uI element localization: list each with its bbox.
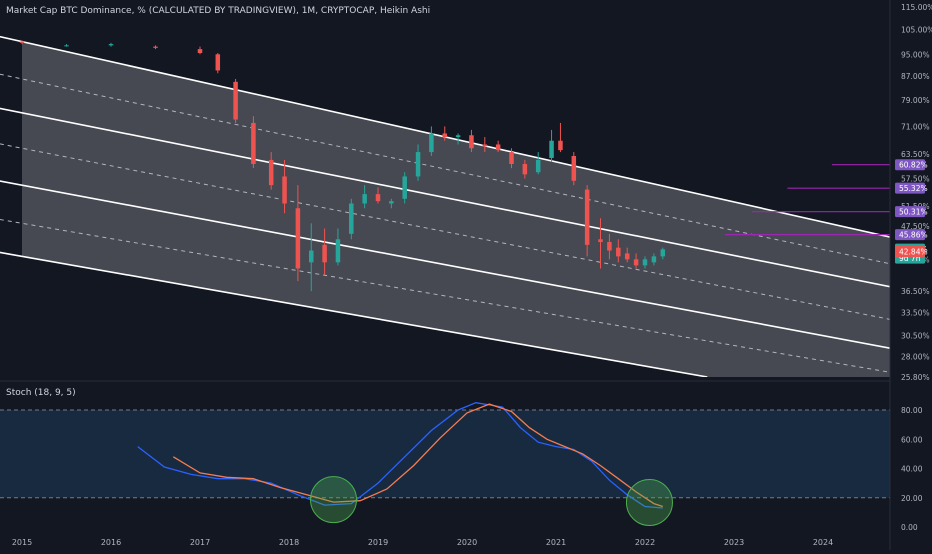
candle-body[interactable] <box>389 201 394 204</box>
highlight-circle <box>625 479 673 527</box>
channel-line-solid <box>0 180 890 350</box>
candle-body[interactable] <box>469 135 474 149</box>
candle-body[interactable] <box>349 203 354 234</box>
candle-body[interactable] <box>335 239 341 263</box>
candle-body[interactable] <box>571 155 577 181</box>
price-tick: 33.50% <box>901 308 930 317</box>
candle-body[interactable] <box>153 46 158 48</box>
price-badge <box>895 245 925 257</box>
candle-body[interactable] <box>616 247 621 257</box>
channel-line-dashed <box>0 219 890 373</box>
time-tick: 2019 <box>368 538 388 547</box>
chart-title: Market Cap BTC Dominance, % (CALCULATED … <box>6 6 430 16</box>
price-tick: 57.50% <box>901 175 930 184</box>
channel-line-solid <box>0 107 890 288</box>
candle-body[interactable] <box>415 152 421 177</box>
stochastic-pane[interactable] <box>0 380 890 527</box>
candle-body[interactable] <box>19 41 25 43</box>
candle-body[interactable] <box>651 256 657 263</box>
price-badge <box>895 182 925 194</box>
price-badge-label: 42.84% <box>899 247 928 256</box>
price-tick: 30.50% <box>901 332 930 341</box>
candle-body[interactable] <box>660 249 666 257</box>
candle-body[interactable] <box>108 44 114 46</box>
stoch-tick: 0.00 <box>901 523 918 532</box>
price-badge-label: 60.82% <box>899 161 928 170</box>
candle-body[interactable] <box>442 133 448 138</box>
price-badge-label: 9d 7h <box>899 254 921 263</box>
candle-body[interactable] <box>509 152 514 164</box>
candle-body[interactable] <box>215 54 221 71</box>
time-tick: 2021 <box>546 538 566 547</box>
price-badge <box>895 159 925 171</box>
price-badge <box>895 206 925 218</box>
channel-fill <box>22 41 890 377</box>
stoch-band <box>0 410 890 498</box>
price-tick: 36.50% <box>901 287 930 296</box>
candle-body[interactable] <box>495 144 501 151</box>
candle-body[interactable] <box>558 140 563 151</box>
time-tick: 2018 <box>279 538 299 547</box>
candle-body[interactable] <box>429 133 434 153</box>
price-tick: 95.00% <box>901 50 930 59</box>
candle-body[interactable] <box>633 259 639 266</box>
candle-body[interactable] <box>535 159 541 173</box>
chart-axes: 115.00% 105.00% 95.00% 87.00% 79.00% 71.00% 63… <box>12 0 932 550</box>
candle-body[interactable] <box>455 135 461 138</box>
price-tick: 63.50% <box>901 150 930 159</box>
stoch-tick: 80.00 <box>901 406 923 415</box>
candle-body[interactable] <box>295 208 301 269</box>
time-tick: 2015 <box>12 538 32 547</box>
stoch-title: Stoch (18, 9, 5) <box>6 388 76 398</box>
candle-body[interactable] <box>197 49 203 53</box>
candle-body[interactable] <box>607 242 612 251</box>
price-tick: 25.80% <box>901 373 930 382</box>
candle-body[interactable] <box>642 259 648 266</box>
price-tick: 71.00% <box>901 122 930 131</box>
stoch-k-line[interactable] <box>137 402 663 509</box>
candle-body[interactable] <box>549 140 554 158</box>
stoch-tick: 20.00 <box>901 494 923 503</box>
price-tick: 79.00% <box>901 96 930 105</box>
price-tick: 105.00% <box>901 26 932 35</box>
candle-body[interactable] <box>522 163 528 175</box>
candle-body[interactable] <box>402 176 407 199</box>
time-tick: 2020 <box>457 538 477 547</box>
time-tick: 2023 <box>724 538 744 547</box>
time-tick: 2016 <box>101 538 121 547</box>
price-tick: 115.00% <box>901 3 932 12</box>
candle-body[interactable] <box>233 81 238 120</box>
candle-body[interactable] <box>251 122 256 164</box>
time-tick: 2024 <box>813 538 833 547</box>
candle-body[interactable] <box>309 250 314 263</box>
time-tick: 2022 <box>635 538 655 547</box>
candle-body[interactable] <box>482 144 488 147</box>
candle-body[interactable] <box>598 239 603 243</box>
stoch-tick: 40.00 <box>901 465 923 474</box>
candle-body[interactable] <box>322 244 327 263</box>
price-tick: 47.50% <box>901 222 930 231</box>
stoch-tick: 60.00 <box>901 435 923 444</box>
channel-line-solid <box>0 251 708 377</box>
time-tick: 2017 <box>190 538 210 547</box>
price-axis-bg <box>890 0 932 550</box>
highlight-circle <box>310 476 357 524</box>
candle-body[interactable] <box>282 176 287 204</box>
price-badge <box>895 229 925 241</box>
candle-body[interactable] <box>268 159 274 186</box>
price-badge-label: 45.86% <box>899 231 928 240</box>
channel-line-solid <box>0 35 890 238</box>
candle-body[interactable] <box>584 189 590 245</box>
candle-body[interactable] <box>64 45 69 47</box>
candle-body[interactable] <box>362 194 367 204</box>
price-tick: 87.00% <box>901 72 930 81</box>
candle-body[interactable] <box>375 194 381 202</box>
price-badge-label: 55.32% <box>899 184 928 193</box>
price-badge-label: 50.31% <box>899 208 928 217</box>
stoch-d-line[interactable] <box>172 403 664 508</box>
price-tick: 28.00% <box>901 353 930 362</box>
candle-body[interactable] <box>624 253 630 260</box>
